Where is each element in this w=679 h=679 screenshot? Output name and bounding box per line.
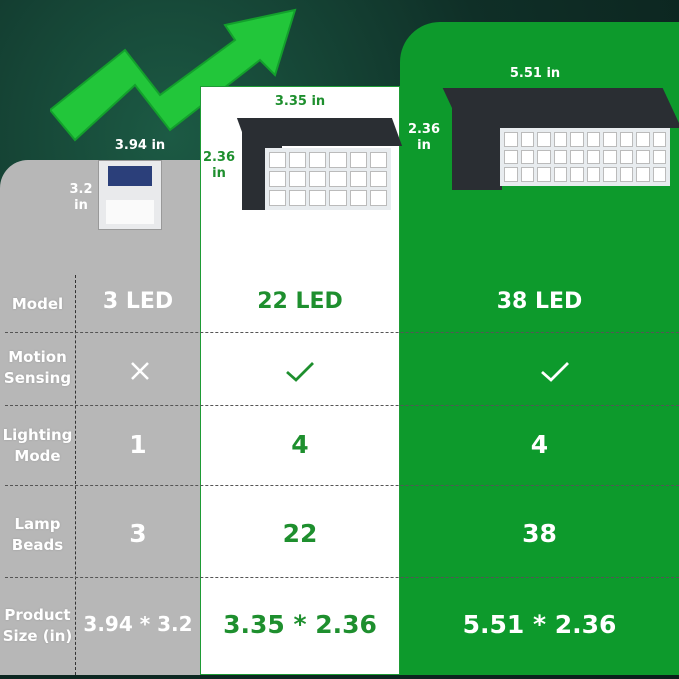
- model-cell: 38 LED: [496, 289, 583, 314]
- check-icon: [286, 362, 314, 382]
- cross-icon: [131, 362, 149, 380]
- size-cell: 3.94 * 3.2: [83, 612, 193, 636]
- width-label: 5.51 in: [509, 66, 561, 81]
- column-3led: [0, 160, 200, 675]
- row-divider: [5, 405, 679, 406]
- row-divider: [5, 485, 679, 486]
- model-cell: 3 LED: [102, 289, 174, 314]
- height-label: 2.36 in: [202, 150, 236, 181]
- lighting-mode-cell: 4: [530, 430, 549, 459]
- row-label-lighting: Lighting Mode: [2, 426, 73, 465]
- row-divider: [5, 577, 679, 578]
- row-label-beads: Lamp Beads: [11, 515, 64, 554]
- lighting-mode-cell: 1: [129, 430, 147, 459]
- width-label: 3.35 in: [274, 94, 326, 109]
- row-label-motion: Motion Sensing: [3, 348, 72, 387]
- lamp-beads-cell: 38: [522, 519, 557, 548]
- check-icon: [541, 362, 569, 382]
- size-cell: 5.51 * 2.36: [462, 610, 617, 639]
- model-cell: 22 LED: [257, 289, 343, 314]
- row-label-size: Product Size (in): [2, 606, 73, 645]
- trend-arrow-icon: [50, 8, 297, 142]
- lighting-mode-cell: 4: [291, 430, 309, 459]
- row-label-model: Model: [11, 295, 64, 313]
- column-divider: [75, 275, 76, 675]
- height-label: 3.2 in: [69, 182, 93, 213]
- size-cell: 3.35 * 2.36: [223, 610, 377, 639]
- lamp-beads-cell: 3: [129, 519, 147, 548]
- width-label: 3.94 in: [114, 138, 166, 153]
- row-divider: [5, 332, 679, 333]
- height-label: 2.36 in: [407, 122, 441, 153]
- lamp-beads-cell: 22: [282, 519, 318, 548]
